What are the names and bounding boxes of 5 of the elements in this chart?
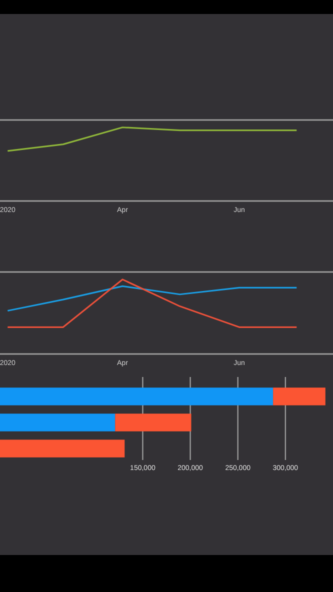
bar: [273, 388, 326, 406]
bar: [0, 440, 125, 458]
bar: [0, 388, 274, 406]
bar: [115, 414, 192, 432]
bar: [0, 414, 116, 432]
